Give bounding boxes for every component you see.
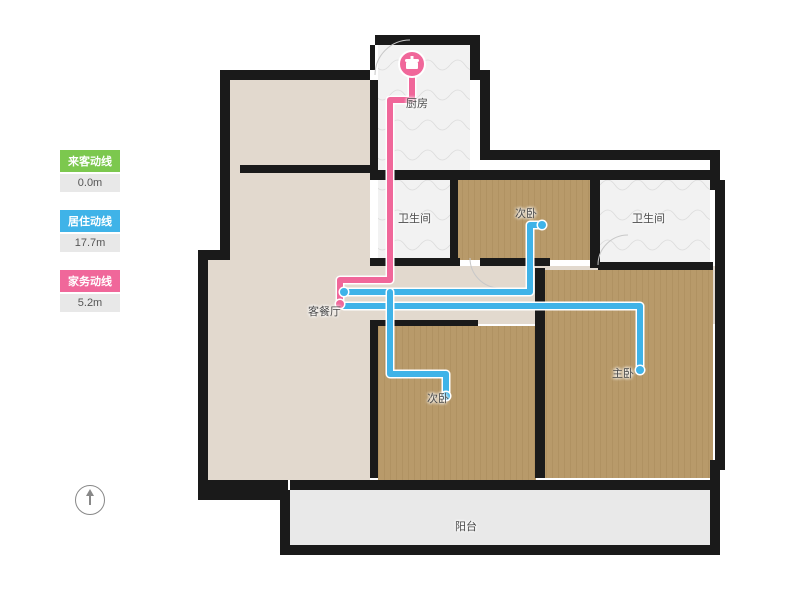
legend-living-label: 居住动线 (60, 210, 120, 232)
kitchen-pot-icon (399, 51, 425, 77)
legend-guest-label: 来客动线 (60, 150, 120, 172)
legend-living-value: 17.7m (60, 234, 120, 252)
legend-household: 家务动线 5.2m (60, 270, 120, 312)
compass-icon (75, 485, 105, 515)
legend-household-label: 家务动线 (60, 270, 120, 292)
floorplan-svg (180, 20, 760, 580)
floorplan: 厨房卫生间次卧卫生间客餐厅次卧主卧阳台 (180, 20, 760, 580)
legend-living: 居住动线 17.7m (60, 210, 120, 252)
flow-legend: 来客动线 0.0m 居住动线 17.7m 家务动线 5.2m (60, 150, 120, 312)
legend-guest: 来客动线 0.0m (60, 150, 120, 192)
legend-household-value: 5.2m (60, 294, 120, 312)
legend-guest-value: 0.0m (60, 174, 120, 192)
